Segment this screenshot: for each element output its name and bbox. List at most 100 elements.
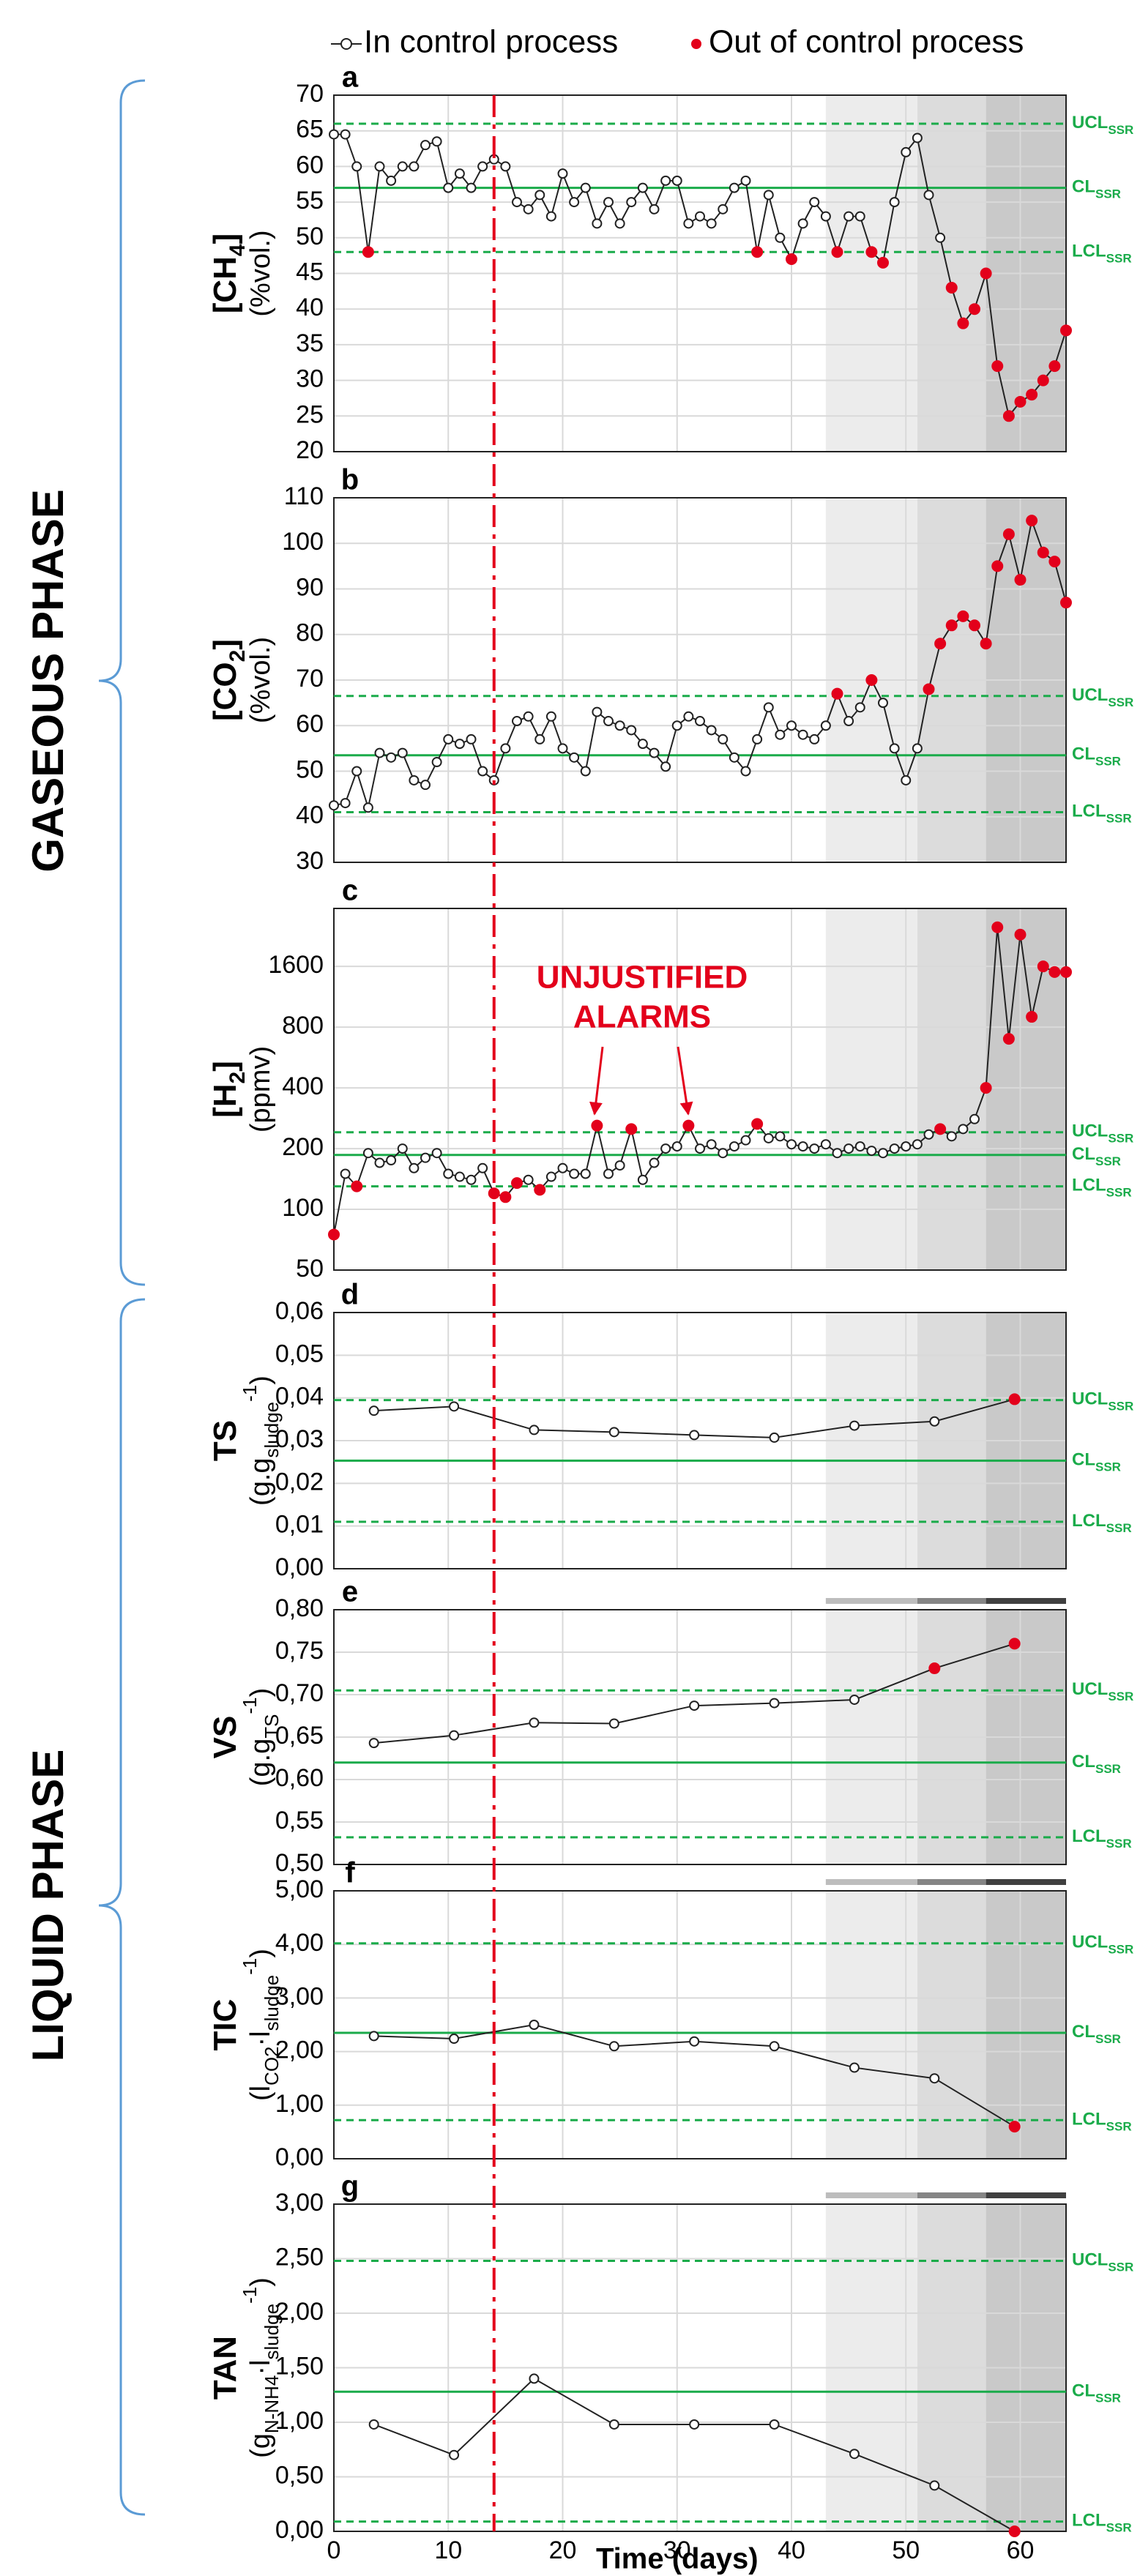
in-control-point xyxy=(752,733,763,744)
in-control-point xyxy=(763,1132,774,1143)
y-axis-label-part: CO2 xyxy=(261,2046,283,2085)
in-control-point xyxy=(878,1148,888,1159)
control-limit-label: LCLSSR xyxy=(1072,2110,1132,2134)
in-control-point xyxy=(912,1139,923,1150)
in-control-point xyxy=(923,1129,934,1140)
control-limit-label: LCLSSR xyxy=(1072,2511,1132,2535)
panel-letter: f xyxy=(345,1857,355,1889)
y-tick-label: 40 xyxy=(296,802,324,829)
out-of-control-point xyxy=(1060,597,1072,609)
in-control-point xyxy=(729,752,739,763)
y-tick-label: 3,00 xyxy=(275,1982,324,2010)
limit-name: CL xyxy=(1072,1450,1095,1470)
in-control-point xyxy=(843,211,854,222)
in-control-point xyxy=(374,161,385,172)
in-control-point xyxy=(409,1162,420,1173)
in-control-point xyxy=(946,1131,957,1142)
y-tick-label: 0,55 xyxy=(275,1807,324,1834)
in-control-point xyxy=(706,725,717,736)
out-of-control-point xyxy=(991,921,1004,933)
in-control-point xyxy=(729,1141,739,1152)
y-tick-label: 50 xyxy=(296,755,324,783)
out-of-control-point xyxy=(969,619,980,632)
y-axis-label: [CH4] xyxy=(207,234,250,314)
limit-subscript: SSR xyxy=(1108,1400,1133,1414)
limit-subscript: SSR xyxy=(1106,812,1132,826)
out-of-control-point xyxy=(511,1177,523,1190)
panel: 0,001,002,003,004,005,00UCLSSRCLSSRLCLSS… xyxy=(207,1857,1134,2171)
y-tick-label: 0,04 xyxy=(275,1383,324,1411)
y-tick-label: 90 xyxy=(296,573,324,601)
y-axis-label-part: 4 xyxy=(226,244,250,256)
y-tick-label: 200 xyxy=(282,1133,324,1161)
limit-name: CL xyxy=(1072,1144,1095,1164)
liquid-brace xyxy=(98,1298,146,2516)
in-control-point xyxy=(431,757,442,768)
control-limit-label: LCLSSR xyxy=(1072,1176,1132,1200)
in-control-point xyxy=(449,1401,460,1412)
in-control-point xyxy=(512,716,522,727)
panel-letter: a xyxy=(342,61,359,94)
phase-label: LIQUID PHASE xyxy=(23,1750,72,2062)
y-tick-label: 3,00 xyxy=(275,2189,324,2217)
y-tick-label: 1600 xyxy=(268,951,324,979)
y-axis-label-part: sludge xyxy=(261,1402,283,1458)
out-of-control-point xyxy=(945,619,958,632)
in-control-point xyxy=(351,161,362,172)
in-control-point xyxy=(689,2419,700,2430)
in-control-point xyxy=(580,182,591,193)
phase-label: GASEOUS PHASE xyxy=(23,489,72,872)
y-axis-label: (%vol.) xyxy=(245,230,276,316)
y-tick-label: 110 xyxy=(284,482,324,510)
in-control-point xyxy=(740,766,751,777)
in-control-point xyxy=(529,1717,540,1728)
y-axis-label-part: [CH xyxy=(207,256,243,313)
in-control-point xyxy=(854,702,865,713)
y-axis-label-part: -1 xyxy=(239,1385,261,1402)
y-tick-label: 20 xyxy=(296,436,324,464)
out-of-control-point xyxy=(1008,2121,1021,2133)
x-tick-label: 40 xyxy=(778,2536,805,2564)
in-control-point xyxy=(901,1141,912,1152)
shaded-period xyxy=(917,1891,986,2159)
in-control-point xyxy=(374,747,385,758)
limit-name: LCL xyxy=(1072,802,1106,821)
in-control-point xyxy=(660,175,671,186)
out-of-control-point xyxy=(957,317,969,329)
panel-letter: e xyxy=(342,1576,358,1608)
phase-bar xyxy=(825,1598,917,1604)
in-control-point xyxy=(397,1143,408,1154)
plot-frame xyxy=(333,94,1067,452)
limit-name: UCL xyxy=(1072,1121,1108,1141)
y-axis-label-part: TAN xyxy=(207,2336,243,2400)
in-control-point xyxy=(683,218,694,229)
in-control-point xyxy=(569,1168,580,1179)
in-control-point xyxy=(671,1141,682,1152)
limit-name: UCL xyxy=(1072,113,1108,132)
in-control-point xyxy=(614,218,625,229)
in-control-point xyxy=(901,146,912,157)
panel: 501002004008001600UCLSSRCLSSRLCLSSRc[H2]… xyxy=(207,875,1134,1283)
in-control-point xyxy=(362,802,373,813)
out-of-control-point xyxy=(328,1228,340,1241)
limit-name: LCL xyxy=(1072,2110,1106,2129)
in-control-point xyxy=(545,1171,556,1182)
in-control-point xyxy=(386,1155,397,1166)
y-tick-label: 2,00 xyxy=(275,2298,324,2326)
in-control-point xyxy=(626,725,637,736)
out-of-control-point xyxy=(991,560,1004,572)
y-tick-label: 0,02 xyxy=(275,1468,324,1496)
y-axis-label: [H2] xyxy=(207,1061,250,1118)
limit-name: LCL xyxy=(1072,1176,1106,1195)
out-of-control-point xyxy=(591,1119,603,1132)
control-limit-label: CLSSR xyxy=(1072,177,1121,201)
in-control-point xyxy=(477,1162,488,1173)
out-of-control-point xyxy=(923,683,935,695)
in-control-point xyxy=(523,1174,534,1185)
in-control-point xyxy=(592,706,603,717)
panel: 0,000,501,001,502,002,503,00UCLSSRCLSSRL… xyxy=(207,2170,1134,2544)
in-control-point xyxy=(637,182,648,193)
in-control-point xyxy=(340,129,351,140)
control-limit-label: CLSSR xyxy=(1072,744,1121,769)
in-control-point xyxy=(763,190,774,201)
